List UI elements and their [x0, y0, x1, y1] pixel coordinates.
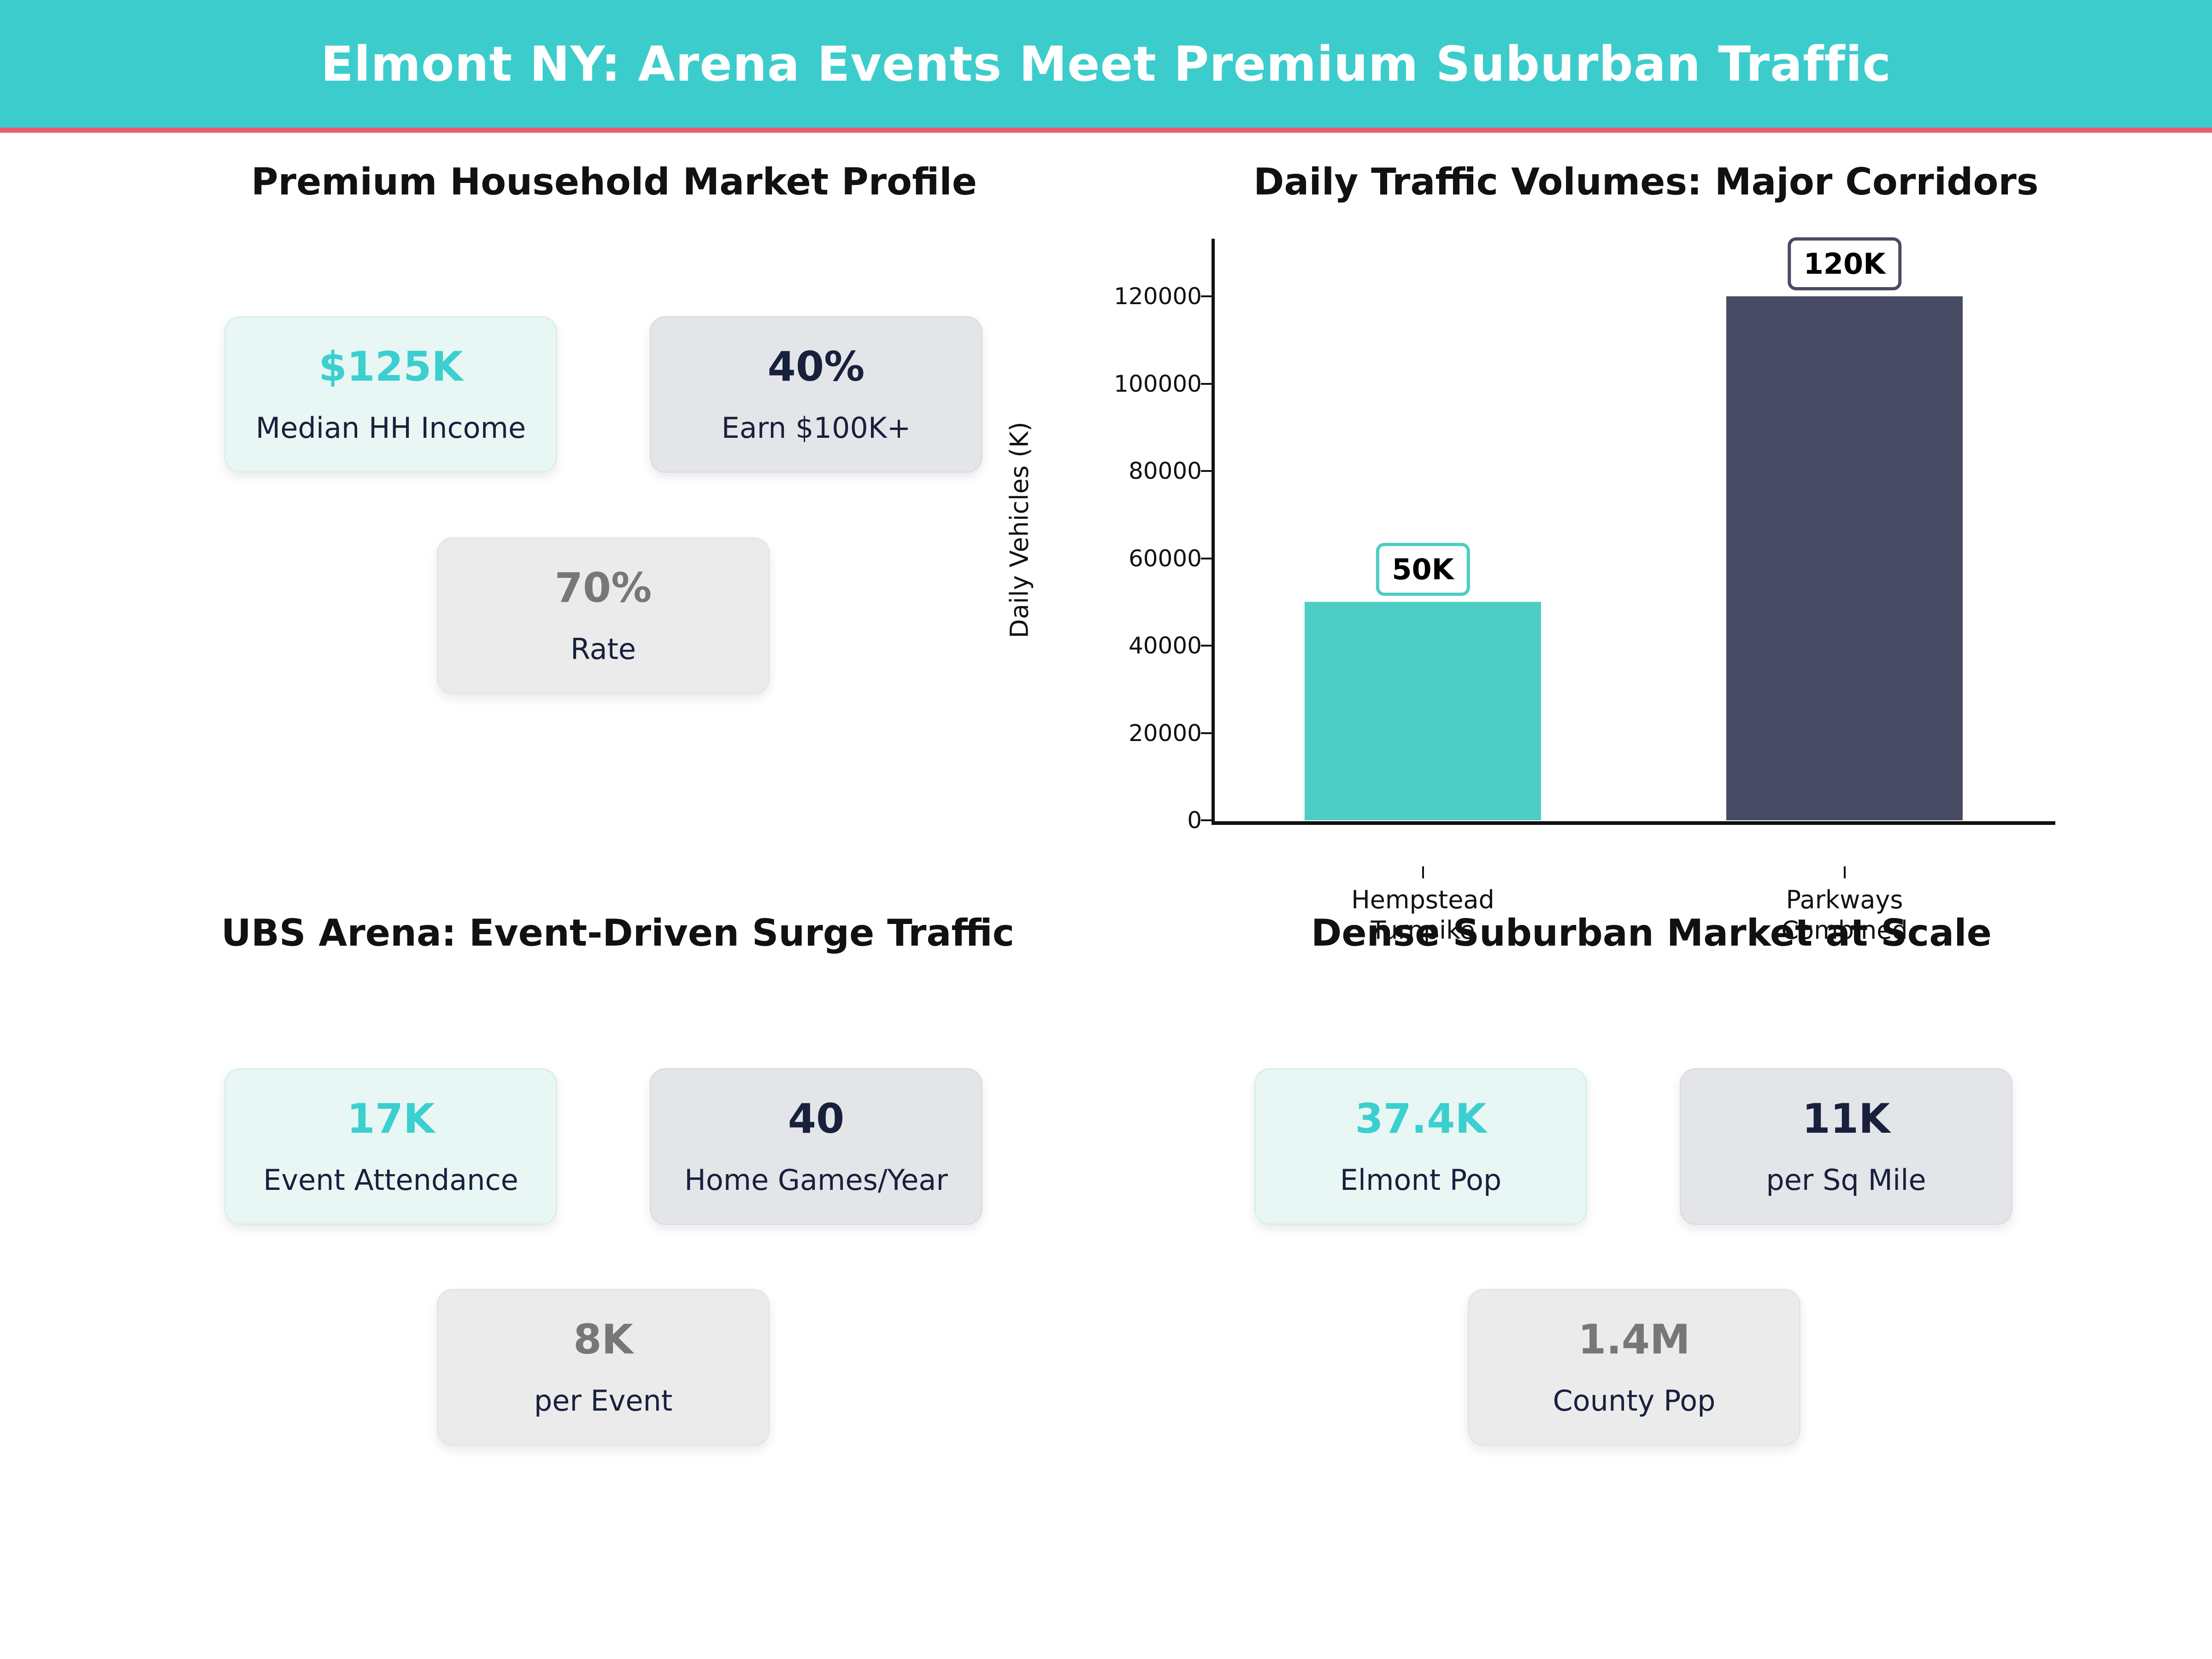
- y-axis-tick-mark: [1201, 470, 1212, 472]
- kpi-label: County Pop: [1553, 1384, 1716, 1418]
- x-axis-tick-label: Hempstead Turnpike: [1351, 885, 1494, 945]
- kpi-value: 70%: [554, 564, 652, 612]
- kpi-value: 37.4K: [1355, 1095, 1487, 1142]
- daily-traffic-bar-chart: Daily Vehicles (K) 0 20000 40000 60000 80000…: [1005, 198, 2101, 945]
- y-axis-spine: [1212, 239, 1215, 821]
- kpi-card-event-attendance: 17K Event Attendance: [224, 1068, 557, 1225]
- y-axis-tick-mark: [1201, 295, 1212, 298]
- page-title: Elmont NY: Arena Events Meet Premium Sub…: [320, 35, 1892, 92]
- kpi-card-per-sq-mile: 11K per Sq Mile: [1680, 1068, 2012, 1225]
- panel-title-ubs-arena: UBS Arena: Event-Driven Surge Traffic: [221, 912, 1015, 954]
- header-accent-rule: [0, 128, 2212, 133]
- y-axis-tick-label: 120000: [1114, 283, 1202, 310]
- kpi-card-rate: 70% Rate: [437, 537, 770, 694]
- kpi-label: Earn $100K+: [721, 411, 911, 445]
- x-axis-tick-mark: [1422, 866, 1424, 878]
- kpi-value: 40%: [767, 343, 865, 390]
- kpi-label: Rate: [570, 632, 636, 666]
- bar-hempstead-turnpike: [1305, 602, 1541, 820]
- bar-value-badge: 50K: [1376, 543, 1470, 596]
- y-axis-label: Daily Vehicles (K): [1005, 422, 1034, 638]
- page-header: Elmont NY: Arena Events Meet Premium Sub…: [0, 0, 2212, 128]
- y-axis-tick-label: 20000: [1128, 719, 1202, 747]
- y-axis-tick-mark: [1201, 557, 1212, 559]
- plot-area: 0 20000 40000 60000 80000 100000 120000 50K Hemp…: [1114, 237, 2055, 945]
- kpi-card-county-pop: 1.4M County Pop: [1468, 1289, 1800, 1446]
- kpi-card-home-games-per-year: 40 Home Games/Year: [650, 1068, 982, 1225]
- kpi-label: Median HH Income: [255, 411, 526, 445]
- kpi-card-median-hh-income: $125K Median HH Income: [224, 316, 557, 473]
- kpi-label: per Sq Mile: [1766, 1163, 1926, 1197]
- bar-parkways-combined: [1726, 296, 1963, 820]
- y-axis-tick-mark: [1201, 732, 1212, 734]
- kpi-value: $125K: [318, 343, 463, 390]
- kpi-value: 11K: [1802, 1095, 1890, 1142]
- kpi-label: per Event: [534, 1384, 673, 1418]
- y-axis-tick-label: 100000: [1114, 370, 1202, 397]
- kpi-label: Home Games/Year: [684, 1163, 948, 1197]
- y-axis-tick-label: 60000: [1128, 545, 1202, 572]
- y-axis-tick-mark: [1201, 819, 1212, 821]
- bar-value-badge: 120K: [1787, 237, 1902, 291]
- x-axis-tick-label: Parkways Combined: [1781, 885, 1908, 945]
- y-axis-tick-label: 80000: [1128, 458, 1202, 485]
- kpi-label: Elmont Pop: [1340, 1163, 1502, 1197]
- x-axis-tick-mark: [1843, 866, 1846, 878]
- kpi-value: 1.4M: [1578, 1316, 1690, 1363]
- kpi-card-elmont-pop: 37.4K Elmont Pop: [1254, 1068, 1587, 1225]
- kpi-value: 17K: [347, 1095, 435, 1142]
- kpi-label: Event Attendance: [263, 1163, 518, 1197]
- kpi-card-per-event: 8K per Event: [437, 1289, 770, 1446]
- y-axis-tick-mark: [1201, 382, 1212, 385]
- x-axis-spine: [1212, 821, 2055, 825]
- y-axis-tick-label: 0: [1187, 807, 1202, 834]
- kpi-value: 8K: [573, 1316, 633, 1363]
- kpi-card-earn-100k-plus: 40% Earn $100K+: [650, 316, 982, 473]
- y-axis-tick-mark: [1201, 645, 1212, 647]
- panel-title-dense-suburban: Dense Suburban Market at Scale: [1311, 912, 1992, 954]
- panel-title-daily-traffic: Daily Traffic Volumes: Major Corridors: [1253, 160, 2039, 203]
- y-axis-tick-label: 40000: [1128, 632, 1202, 659]
- panel-title-premium-household: Premium Household Market Profile: [251, 160, 977, 203]
- kpi-value: 40: [788, 1095, 845, 1142]
